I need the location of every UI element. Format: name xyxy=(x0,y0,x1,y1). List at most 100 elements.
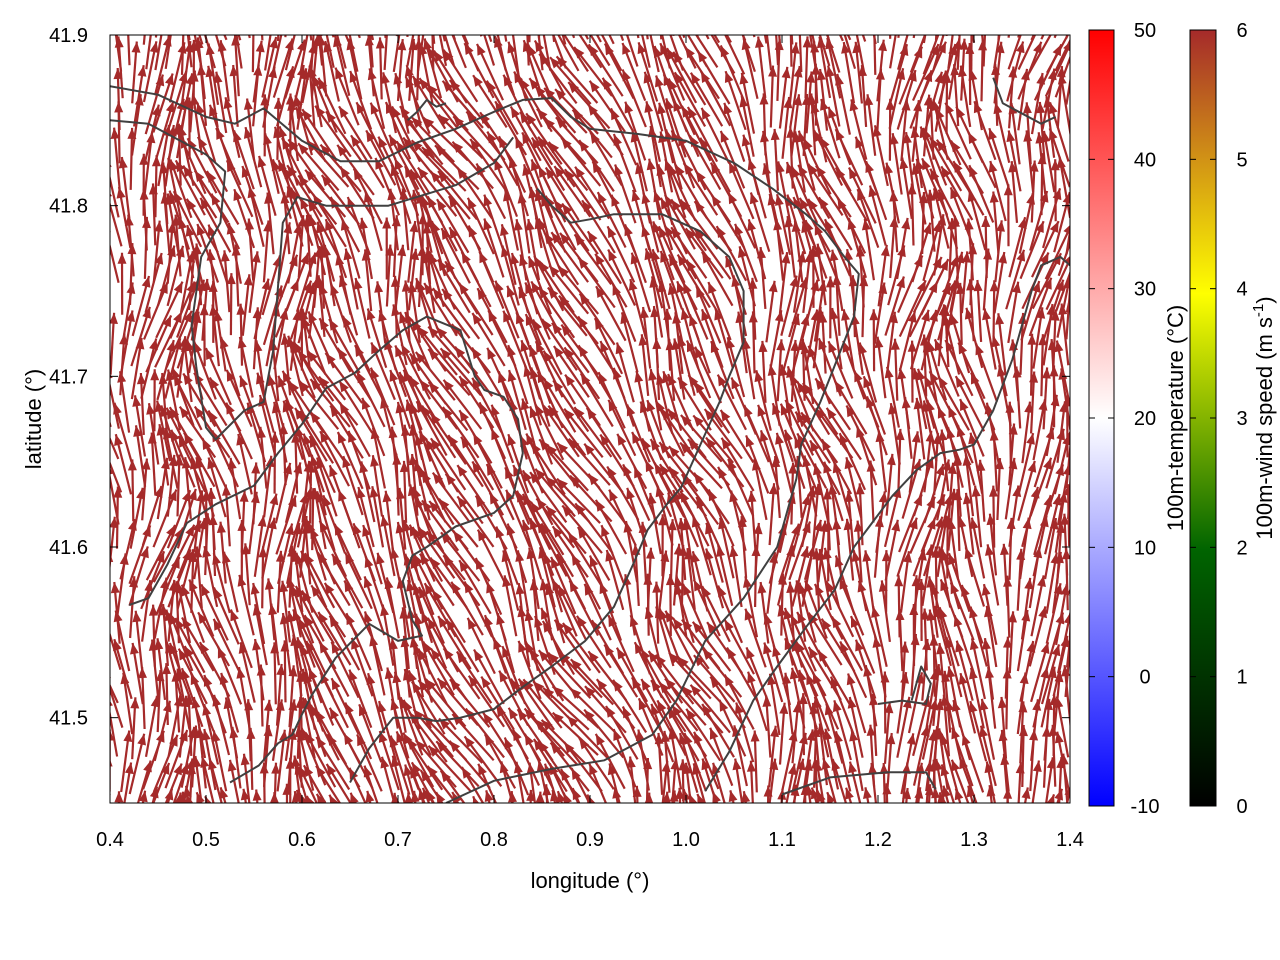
wind-arrow-shaft xyxy=(348,35,359,72)
wind-arrow-head xyxy=(1056,66,1066,78)
wind-arrow-head xyxy=(114,101,124,113)
wind-arrow-head xyxy=(749,192,759,205)
wind-arrow-head xyxy=(421,10,430,22)
wind-arrow-head xyxy=(437,199,447,211)
wind-arrow-head xyxy=(777,605,787,617)
wind-arrow-head xyxy=(1062,548,1070,560)
wind-arrow-head xyxy=(1018,217,1027,229)
wind-arrow-head xyxy=(810,101,820,114)
wind-arrow-head xyxy=(279,423,288,435)
wind-arrow-head xyxy=(684,548,694,560)
wind-arrow-head xyxy=(529,406,539,419)
wind-arrow-head xyxy=(366,308,376,321)
wind-arrow-head xyxy=(1076,216,1085,228)
wind-arrow-head xyxy=(644,792,654,803)
wind-arrow-shaft xyxy=(1017,35,1021,38)
wind-arrow-head xyxy=(595,733,605,746)
wind-arrow-head xyxy=(816,723,826,735)
wind-arrow-head xyxy=(687,340,696,353)
wind-arrow-head xyxy=(350,792,359,803)
wind-arrow-head xyxy=(984,605,993,618)
wind-arrow-head xyxy=(707,622,717,634)
wind-arrow-head xyxy=(615,342,625,355)
wind-arrow-head xyxy=(268,603,278,616)
wind-arrow-head xyxy=(226,369,236,382)
wind-arrow-head xyxy=(916,579,926,590)
wind-arrow-head xyxy=(380,397,389,409)
wind-arrow-head xyxy=(461,252,471,264)
wind-arrow-head xyxy=(694,381,705,394)
wind-arrow-head xyxy=(981,216,991,227)
wind-arrow-head xyxy=(370,102,380,115)
wind-arrow-head xyxy=(588,473,599,486)
wind-arrow-head xyxy=(344,580,354,593)
wind-arrow-head xyxy=(436,327,448,339)
wind-arrow-head xyxy=(412,75,423,88)
wind-arrow-head xyxy=(399,188,409,200)
wind-arrow-shaft xyxy=(765,35,773,71)
wind-arrow-head xyxy=(319,376,330,388)
wind-arrow-head xyxy=(149,786,159,799)
wind-arrow-head xyxy=(252,789,262,801)
wind-arrow-head xyxy=(438,171,449,183)
wind-arrow-head xyxy=(613,729,622,741)
wind-arrow-head xyxy=(612,787,622,799)
colorbar-tick-label: 3 xyxy=(1236,408,1247,430)
wind-arrow-head xyxy=(515,136,524,149)
wind-arrow-head xyxy=(517,605,527,618)
wind-arrow-head xyxy=(658,514,668,526)
wind-arrow-head xyxy=(834,555,844,568)
wind-arrow-shaft xyxy=(357,35,361,39)
wind-arrow-head xyxy=(282,783,292,795)
wind-arrow-head xyxy=(981,4,990,15)
wind-arrow-head xyxy=(389,735,399,748)
wind-arrow-head xyxy=(507,41,516,54)
wind-arrow-shaft xyxy=(752,35,756,38)
wind-arrow-head xyxy=(319,318,329,330)
wind-arrow-head xyxy=(623,464,632,477)
wind-arrow-head xyxy=(504,737,514,750)
wind-arrow-shaft xyxy=(451,35,467,69)
wind-arrow-head xyxy=(570,475,581,487)
wind-arrow-head xyxy=(197,64,206,76)
wind-arrow-head xyxy=(472,377,482,390)
wind-arrow-head xyxy=(478,763,487,776)
wind-arrow-head xyxy=(236,433,246,446)
wind-arrow-head xyxy=(113,402,122,415)
wind-arrow-shaft xyxy=(846,35,852,41)
wind-arrow-head xyxy=(979,698,989,711)
y-tick-label: 41.5 xyxy=(49,708,88,730)
wind-arrow-head xyxy=(731,377,740,390)
wind-arrow-head xyxy=(452,141,464,153)
wind-arrow-head xyxy=(925,544,935,556)
wind-arrow-head xyxy=(681,105,691,118)
wind-arrow-head xyxy=(868,762,878,775)
wind-arrow-head xyxy=(409,221,419,233)
wind-arrow-head xyxy=(249,10,258,21)
wind-arrow-head xyxy=(823,519,833,531)
wind-arrow-head xyxy=(442,289,453,301)
wind-arrow-head xyxy=(366,130,376,143)
wind-arrow-head xyxy=(578,316,588,329)
wind-arrow-head xyxy=(297,730,306,742)
wind-arrow-head xyxy=(953,489,963,501)
wind-arrow-head xyxy=(654,462,664,475)
wind-arrow-head xyxy=(973,101,983,114)
wind-arrow-head xyxy=(538,136,549,149)
wind-arrow-head xyxy=(735,311,745,324)
wind-arrow-head xyxy=(339,380,349,393)
wind-arrow-shaft xyxy=(956,35,961,70)
wind-arrow-head xyxy=(473,75,483,87)
wind-arrow-head xyxy=(165,101,175,113)
wind-arrow-head xyxy=(951,727,960,740)
wind-arrow-shaft xyxy=(93,40,108,100)
wind-arrow-head xyxy=(329,465,338,478)
wind-arrow-head xyxy=(788,462,798,474)
wind-arrow-head xyxy=(913,397,923,410)
wind-arrow-head xyxy=(937,792,947,803)
wind-arrow-head xyxy=(964,547,974,560)
wind-arrow-shaft xyxy=(94,73,105,134)
wind-arrow-head xyxy=(136,487,145,500)
wind-arrow-head xyxy=(767,364,777,376)
wind-arrow-head xyxy=(657,102,666,115)
